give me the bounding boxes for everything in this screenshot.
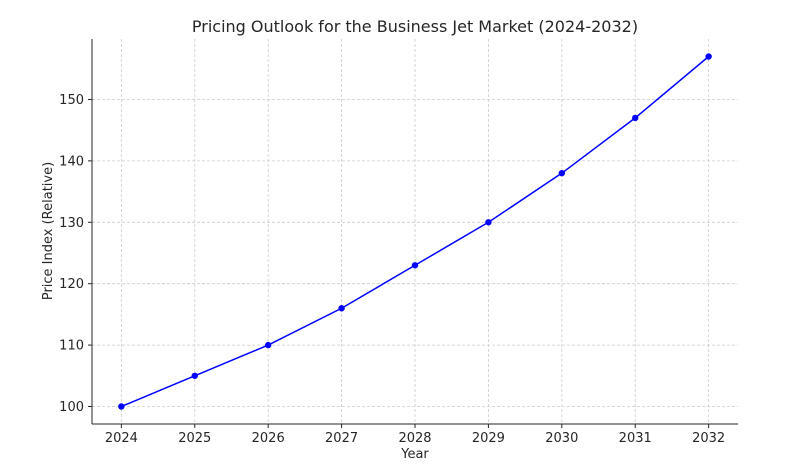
data-point — [411, 262, 419, 269]
data-point — [118, 403, 125, 410]
y-tick-label: 120 — [59, 277, 84, 292]
x-tick-label: 2031 — [619, 431, 652, 446]
chart-title: Pricing Outlook for the Business Jet Mar… — [192, 17, 638, 36]
ticks: 2024 2025 2026 2027 2028 2029 2030 2031 2032 100 1… — [59, 93, 725, 446]
x-tick-label: 2025 — [178, 431, 211, 446]
x-tick-label: 2027 — [325, 431, 358, 446]
data-point — [632, 114, 639, 122]
x-tick-label: 2032 — [692, 431, 725, 446]
y-tick-label: 110 — [59, 339, 84, 354]
data-point — [485, 219, 492, 226]
y-tick-label: 150 — [59, 93, 84, 108]
y-axis-label: Price Index (Relative) — [41, 162, 56, 300]
series — [118, 53, 712, 410]
y-tick-label: 140 — [59, 154, 84, 169]
data-point — [558, 169, 566, 177]
gridlines — [92, 39, 738, 424]
data-point — [338, 305, 345, 312]
x-axis-label: Year — [400, 447, 429, 462]
y-tick-label: 130 — [59, 216, 84, 231]
data-point — [191, 372, 198, 379]
data-point — [705, 53, 712, 60]
x-tick-label: 2028 — [398, 431, 431, 446]
x-tick-label: 2026 — [252, 431, 285, 446]
x-tick-label: 2029 — [472, 431, 505, 446]
data-point — [264, 341, 272, 349]
x-tick-label: 2030 — [545, 431, 578, 446]
y-tick-label: 100 — [59, 400, 84, 415]
x-tick-label: 2024 — [105, 431, 138, 446]
